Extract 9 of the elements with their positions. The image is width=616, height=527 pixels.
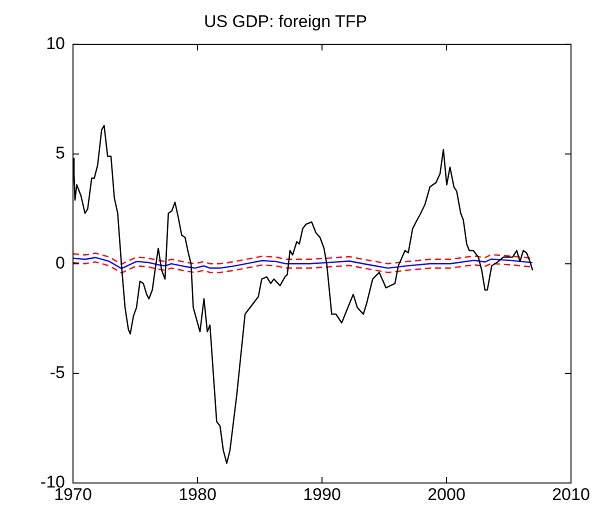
chart-title: US GDP: foreign TFP bbox=[204, 12, 368, 31]
x-tick-label: 2010 bbox=[552, 484, 590, 504]
x-tick-label: 2000 bbox=[428, 484, 466, 504]
x-tick-label: 1980 bbox=[178, 484, 216, 504]
y-tick-label: 5 bbox=[56, 144, 65, 163]
y-tick-label: -5 bbox=[50, 363, 65, 382]
x-tick-label: 1990 bbox=[303, 484, 341, 504]
y-tick-label: 0 bbox=[56, 253, 65, 272]
y-tick-label: 10 bbox=[46, 34, 65, 54]
